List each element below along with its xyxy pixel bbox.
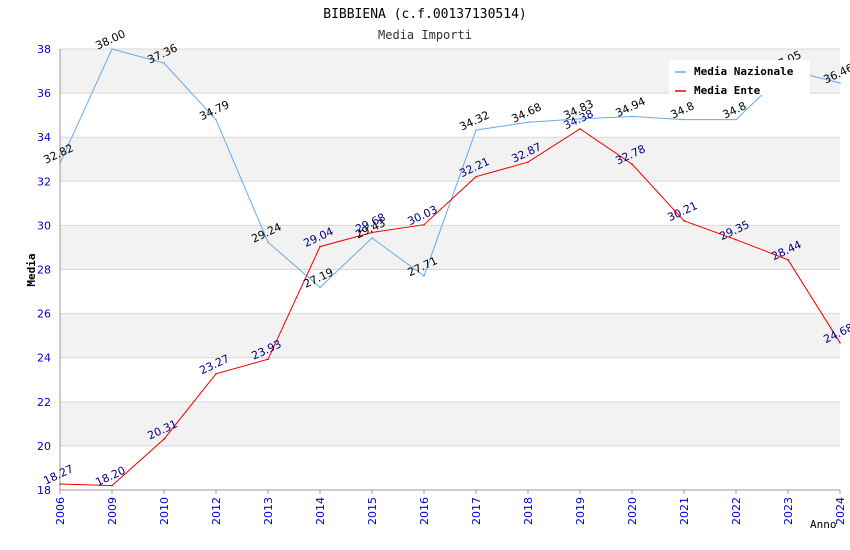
x-tick-label-2024: 2024 <box>834 497 847 525</box>
data-point-nazionale-2024 <box>839 82 841 84</box>
data-label-ente-2006: 18.27 <box>41 462 75 487</box>
data-label-ente-2016: 30.03 <box>405 203 439 228</box>
y-tick-label-28: 28 <box>37 264 51 277</box>
x-tick-label-2015: 2015 <box>366 497 379 525</box>
data-point-nazionale-2021 <box>683 118 685 121</box>
y-tick-label-38: 38 <box>37 43 51 56</box>
x-tick-label-2022: 2022 <box>730 497 743 525</box>
data-label-nazionale-2021: 34.8 <box>669 99 697 121</box>
x-tick-label-2021: 2021 <box>678 497 691 525</box>
legend-label-nazionale: Media Nazionale <box>694 65 794 78</box>
data-point-ente-2015 <box>371 231 373 234</box>
data-point-ente-2024 <box>839 341 841 344</box>
x-tick-label-2020: 2020 <box>626 497 639 525</box>
y-tick-label-30: 30 <box>37 219 51 232</box>
data-point-nazionale-2015 <box>371 237 373 239</box>
data-point-ente-2020 <box>631 163 633 165</box>
x-tick-label-2016: 2016 <box>418 497 431 525</box>
data-label-nazionale-2012: 34.79 <box>197 98 231 123</box>
data-point-ente-2014 <box>319 245 321 248</box>
x-tick-label-2023: 2023 <box>782 497 795 525</box>
x-tick-label-2006: 2006 <box>54 497 67 525</box>
data-point-nazionale-2006 <box>59 162 61 165</box>
y-tick-label-18: 18 <box>37 484 51 497</box>
data-point-nazionale-2019 <box>579 118 581 120</box>
x-tick-label-2013: 2013 <box>262 497 275 525</box>
data-point-ente-2009 <box>111 484 113 487</box>
data-point-nazionale-2020 <box>631 115 633 118</box>
y-tick-label-36: 36 <box>37 87 51 100</box>
y-tick-label-20: 20 <box>37 440 51 453</box>
data-point-ente-2017 <box>475 175 477 178</box>
chart-subtitle: Media Importi <box>378 28 472 42</box>
x-tick-label-2010: 2010 <box>158 497 171 525</box>
data-point-ente-2019 <box>579 128 581 130</box>
x-tick-label-2017: 2017 <box>470 497 483 525</box>
data-point-ente-2010 <box>163 438 165 440</box>
series-line-ente <box>59 128 841 487</box>
band-20-22 <box>60 401 840 446</box>
data-label-nazionale-2022: 34.8 <box>721 99 749 121</box>
gridlines <box>60 48 840 491</box>
y-tick-labels: 18 20 22 24 26 28 30 32 34 36 38 <box>37 43 51 497</box>
y-tick-label-22: 22 <box>37 396 51 409</box>
data-point-nazionale-2016 <box>423 275 425 277</box>
data-point-ente-2021 <box>683 219 685 222</box>
y-tick-label-24: 24 <box>37 352 51 365</box>
x-tick-label-2018: 2018 <box>522 497 535 525</box>
background-bands <box>60 49 840 446</box>
data-point-nazionale-2010 <box>163 62 165 64</box>
data-point-nazionale-2017 <box>475 129 477 131</box>
y-tick-label-26: 26 <box>37 308 51 321</box>
data-point-nazionale-2022 <box>735 118 737 121</box>
legend: Media Nazionale Media Ente <box>669 60 810 97</box>
series-line-nazionale <box>59 48 841 289</box>
band-32-34 <box>60 137 840 182</box>
x-axis-label: Anno <box>810 518 837 531</box>
data-point-nazionale-2013 <box>267 241 269 243</box>
x-tick-label-2012: 2012 <box>210 497 223 525</box>
band-28-30 <box>60 225 840 270</box>
axes <box>59 49 841 494</box>
data-label-ente-2021: 30.21 <box>665 199 699 224</box>
data-point-ente-2013 <box>267 358 269 361</box>
x-tick-label-2014: 2014 <box>314 497 327 525</box>
legend-box <box>669 60 810 95</box>
data-point-ente-2012 <box>215 372 217 375</box>
band-24-26 <box>60 313 840 358</box>
data-point-nazionale-2014 <box>319 286 321 289</box>
data-point-nazionale-2012 <box>215 118 217 121</box>
data-point-ente-2022 <box>735 238 737 241</box>
data-point-nazionale-2009 <box>111 48 113 50</box>
y-axis-label: Media <box>25 253 38 286</box>
x-tick-label-2009: 2009 <box>106 497 119 525</box>
data-point-ente-2018 <box>527 161 529 163</box>
data-point-ente-2023 <box>787 258 789 261</box>
data-label-nazionale-2017: 34.32 <box>457 108 491 133</box>
x-tick-label-2019: 2019 <box>574 497 587 525</box>
y-tick-label-32: 32 <box>37 175 51 188</box>
legend-label-ente: Media Ente <box>694 84 761 97</box>
data-point-ente-2006 <box>59 483 61 485</box>
data-point-ente-2016 <box>423 223 425 226</box>
data-point-nazionale-2018 <box>527 121 529 124</box>
series-lines <box>59 48 841 487</box>
chart-title: BIBBIENA (c.f.00137130514) <box>323 7 527 22</box>
y-tick-label-34: 34 <box>37 131 51 144</box>
x-tick-labels: 2006 2009 2010 2012 2013 2014 2015 2016 2017 2018… <box>54 497 847 525</box>
